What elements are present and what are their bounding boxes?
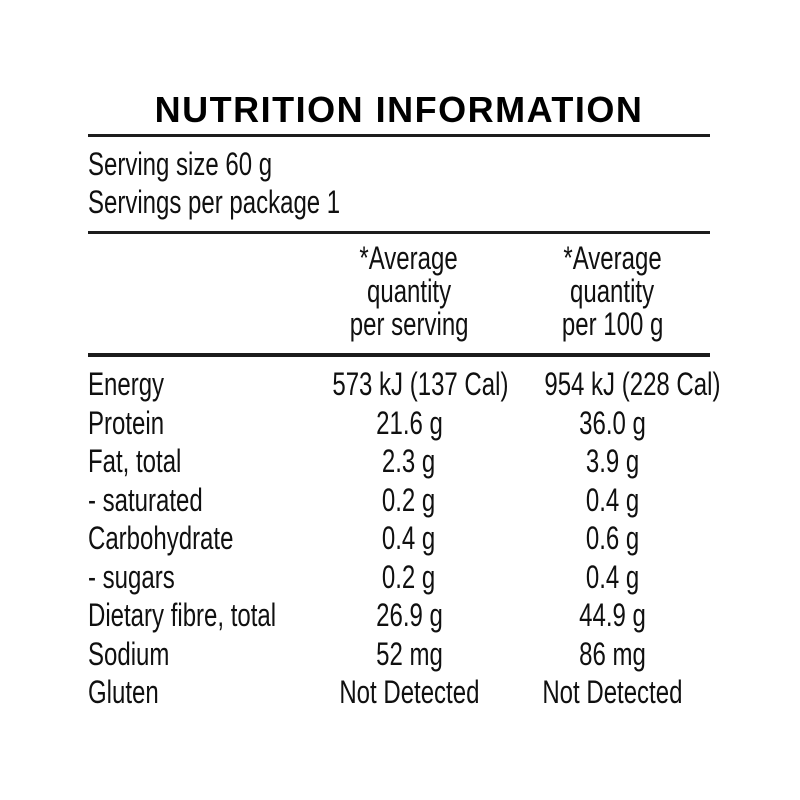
value-per-100g: 0.4 g [585, 481, 640, 518]
nutrient-label: Energy [88, 366, 165, 402]
serving-size-line: Serving size 60 g [88, 145, 710, 183]
nutrient-label: Gluten [88, 674, 159, 710]
servings-per-package-line: Servings per package 1 [88, 183, 710, 221]
column-headers: *Average quantity per serving *Average q… [88, 234, 710, 353]
col-header-per-100g-line3: per 100 g [561, 306, 664, 342]
nutrient-label: - saturated [88, 481, 203, 518]
table-row-protein: Protein 21.6 g 36.0 g [88, 404, 710, 443]
table-row-carbohydrate: Carbohydrate 0.4 g 0.6 g [88, 519, 710, 558]
value-per-serving: 26.9 g [375, 597, 443, 633]
nutrition-table: Energy 573 kJ (137 Cal) 954 kJ (228 Cal)… [88, 365, 720, 712]
divider-header [88, 353, 710, 357]
value-per-serving: 2.3 g [382, 443, 436, 479]
col-header-per-100g: *Average quantity per 100 g [515, 242, 710, 341]
table-row-gluten: Gluten Not Detected Not Detected [88, 673, 710, 712]
nutrient-label: Sodium [88, 635, 170, 672]
table-row-fat-total: Fat, total 2.3 g 3.9 g [88, 442, 710, 481]
col-header-spacer [88, 242, 303, 341]
value-per-serving: 21.6 g [375, 404, 443, 441]
nutrient-label: - sugars [88, 558, 175, 595]
nutrient-label: Protein [88, 404, 165, 441]
value-per-100g: 36.0 g [579, 404, 646, 441]
divider-top [88, 134, 710, 137]
value-per-serving: Not Detected [338, 674, 480, 710]
serving-info: Serving size 60 g Servings per package 1 [88, 145, 710, 221]
table-row-sodium: Sodium 52 mg 86 mg [88, 635, 710, 674]
value-per-100g: 44.9 g [579, 597, 646, 633]
col-header-per-100g-line1: *Average [563, 240, 662, 276]
nutrient-label: Fat, total [88, 443, 182, 479]
table-row-sugars: - sugars 0.2 g 0.4 g [88, 558, 710, 597]
value-per-100g: Not Detected [542, 674, 683, 710]
divider-serving [88, 231, 710, 234]
nutrient-label: Dietary fibre, total [88, 597, 277, 633]
value-per-100g: 0.4 g [585, 558, 640, 595]
value-per-100g: 86 mg [579, 635, 646, 672]
table-row-saturated: - saturated 0.2 g 0.4 g [88, 481, 710, 520]
table-row-dietary-fibre: Dietary fibre, total 26.9 g 44.9 g [88, 596, 710, 635]
col-header-per-serving-line1: *Average [359, 240, 459, 276]
col-header-per-100g-line2: quantity [570, 273, 655, 309]
table-row-energy: Energy 573 kJ (137 Cal) 954 kJ (228 Cal) [88, 365, 720, 404]
servings-per-package-text: Servings per package 1 [88, 184, 341, 220]
value-per-serving: 0.2 g [382, 558, 436, 595]
value-per-100g: 0.6 g [585, 520, 640, 556]
value-per-serving: 573 kJ (137 Cal) [332, 366, 509, 402]
col-header-per-serving-line3: per serving [349, 306, 469, 342]
nutrition-panel: NUTRITION INFORMATION Serving size 60 g … [88, 88, 720, 712]
nutrient-label: Carbohydrate [88, 520, 234, 556]
value-per-100g: 954 kJ (228 Cal) [544, 366, 721, 402]
serving-size-text: Serving size 60 g [88, 146, 273, 182]
col-header-per-serving-line2: quantity [366, 273, 452, 309]
value-per-serving: 52 mg [375, 635, 443, 672]
value-per-100g: 3.9 g [585, 443, 640, 479]
panel-title: NUTRITION INFORMATION [154, 89, 644, 130]
value-per-serving: 0.4 g [382, 520, 436, 556]
value-per-serving: 0.2 g [382, 481, 436, 518]
col-header-per-serving: *Average quantity per serving [303, 242, 515, 341]
